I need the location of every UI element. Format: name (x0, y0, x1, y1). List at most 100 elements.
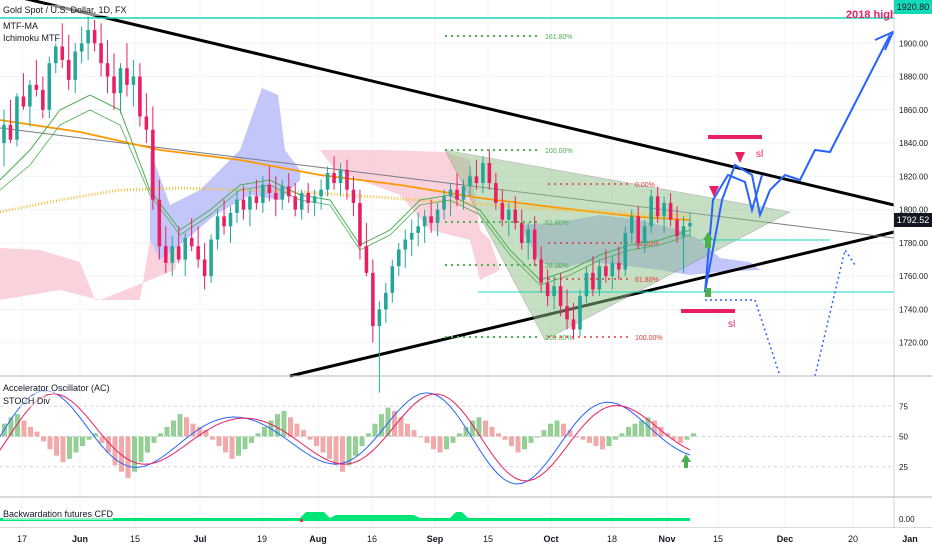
candle-body (532, 229, 537, 260)
candle-body (409, 232, 414, 240)
candle-body (474, 176, 479, 184)
ac-histogram-bar (450, 436, 456, 443)
candle-body (183, 237, 187, 260)
ac-histogram-bar (691, 433, 696, 437)
ac-histogram-bar (197, 426, 202, 437)
date-axis-tick: Sep (427, 534, 444, 544)
candle-body (558, 286, 563, 307)
price-axis-tick: 1820.00 (899, 172, 928, 181)
indicator-legend-mtf-ma[interactable]: MTF-MA (3, 21, 38, 32)
ac-histogram-bar (184, 417, 189, 437)
date-axis-tick: 16 (367, 534, 377, 544)
candle-body (623, 232, 628, 270)
candle-body (47, 63, 52, 110)
stoch-k-line (0, 390, 691, 485)
indicator-legend-stoch[interactable]: STOCH Div (3, 396, 50, 407)
ac-histogram-bar (288, 417, 293, 437)
ac-histogram-bar (320, 436, 326, 453)
candle-body (164, 246, 168, 263)
price-axis-tick: 1780.00 (899, 239, 928, 248)
candle-body (34, 84, 39, 90)
candle-body (196, 246, 200, 260)
fib-upper-label: 161.80% (545, 34, 573, 41)
ac-histogram-bar (353, 436, 358, 456)
ac-histogram-bar (340, 436, 345, 472)
candle-body (539, 259, 543, 283)
candle-body (591, 272, 595, 290)
candle-body (636, 216, 641, 243)
candle-body (442, 196, 446, 210)
label-2018-high: 2018 high (846, 9, 897, 21)
price-axis-tick: 1720.00 (899, 339, 928, 348)
ac-histogram-bar (151, 436, 157, 443)
price-tag-last: 1792.52 (894, 213, 932, 227)
indicator-legend-ichimoku[interactable]: Ichimoku MTF (3, 33, 61, 44)
candle-body (578, 296, 582, 330)
ac-histogram-bar (47, 436, 53, 450)
candle-body (662, 202, 666, 217)
fib-lower-label: 38.20% (635, 241, 659, 248)
ac-histogram-bar (301, 430, 306, 437)
fib-upper-label: 38.20% (545, 263, 569, 270)
ac-histogram-bar (489, 426, 495, 437)
candle-body (267, 184, 272, 193)
ac-histogram-bar (541, 430, 547, 437)
ac-histogram-bar (619, 433, 625, 437)
candle-body (2, 124, 6, 144)
fib-upper-label: 100.00% (545, 335, 573, 342)
candle-body (105, 63, 110, 77)
symbol-legend[interactable]: Gold Spot / U.S. Dollar, 1D, FX (3, 5, 127, 16)
candle-body (655, 196, 660, 217)
ichimoku-cloud-bear-2 (320, 150, 500, 280)
candle-body (73, 51, 77, 80)
candle-body (325, 173, 330, 190)
ac-histogram-bar (476, 417, 482, 437)
price-axis-tick: 1740.00 (899, 305, 928, 314)
candle-body (487, 163, 492, 184)
candle-body (99, 43, 103, 64)
date-axis-tick: 19 (257, 534, 267, 544)
candle-body (28, 84, 32, 107)
osc-axis-tick: 50 (899, 433, 908, 442)
candle-body (422, 216, 427, 227)
candle-body (286, 186, 291, 197)
date-axis-tick: Nov (658, 534, 675, 544)
indicator-legend-backwardation[interactable]: Backwardation futures CFD (3, 509, 114, 520)
candle-body (209, 239, 213, 277)
ac-histogram-bar (567, 430, 573, 437)
osc-buy-arrow-stem (684, 462, 688, 468)
date-axis-tick: 15 (713, 534, 723, 544)
candle-body (60, 46, 65, 60)
ac-histogram-bar (632, 423, 638, 437)
ac-histogram-bar (171, 420, 176, 437)
fib-lower-label: 100.00% (635, 335, 663, 342)
indicator-legend-ac[interactable]: Accelerator Oscillator (AC) (3, 383, 110, 394)
date-axis-tick: Aug (309, 534, 327, 544)
ac-histogram-bar (366, 433, 371, 437)
ac-histogram-bar (164, 426, 170, 437)
ac-histogram-bar (28, 426, 33, 437)
ac-histogram-bar (424, 436, 430, 443)
ac-histogram-bar (463, 426, 469, 437)
date-axis-tick: Dec (777, 534, 794, 544)
ac-histogram-bar (405, 423, 410, 437)
ac-histogram-bar (236, 436, 241, 456)
date-axis-tick: 20 (848, 534, 858, 544)
date-axis-tick: 17 (17, 534, 27, 544)
candle-body (649, 196, 653, 227)
candle-body (468, 176, 472, 187)
candle-body (552, 286, 556, 297)
candle-body (293, 196, 298, 210)
ac-histogram-bar (119, 436, 124, 472)
ac-histogram-bar (561, 423, 566, 437)
candle-body (481, 163, 485, 184)
ac-histogram-bar (190, 423, 196, 437)
candle-body (513, 209, 518, 223)
candle-body (15, 96, 19, 140)
ac-histogram-bar (346, 436, 352, 466)
candle-body (241, 199, 246, 210)
candle-body (112, 76, 116, 94)
candle-body (202, 259, 207, 277)
ac-histogram-bar (177, 414, 183, 437)
candle-body (435, 209, 440, 223)
